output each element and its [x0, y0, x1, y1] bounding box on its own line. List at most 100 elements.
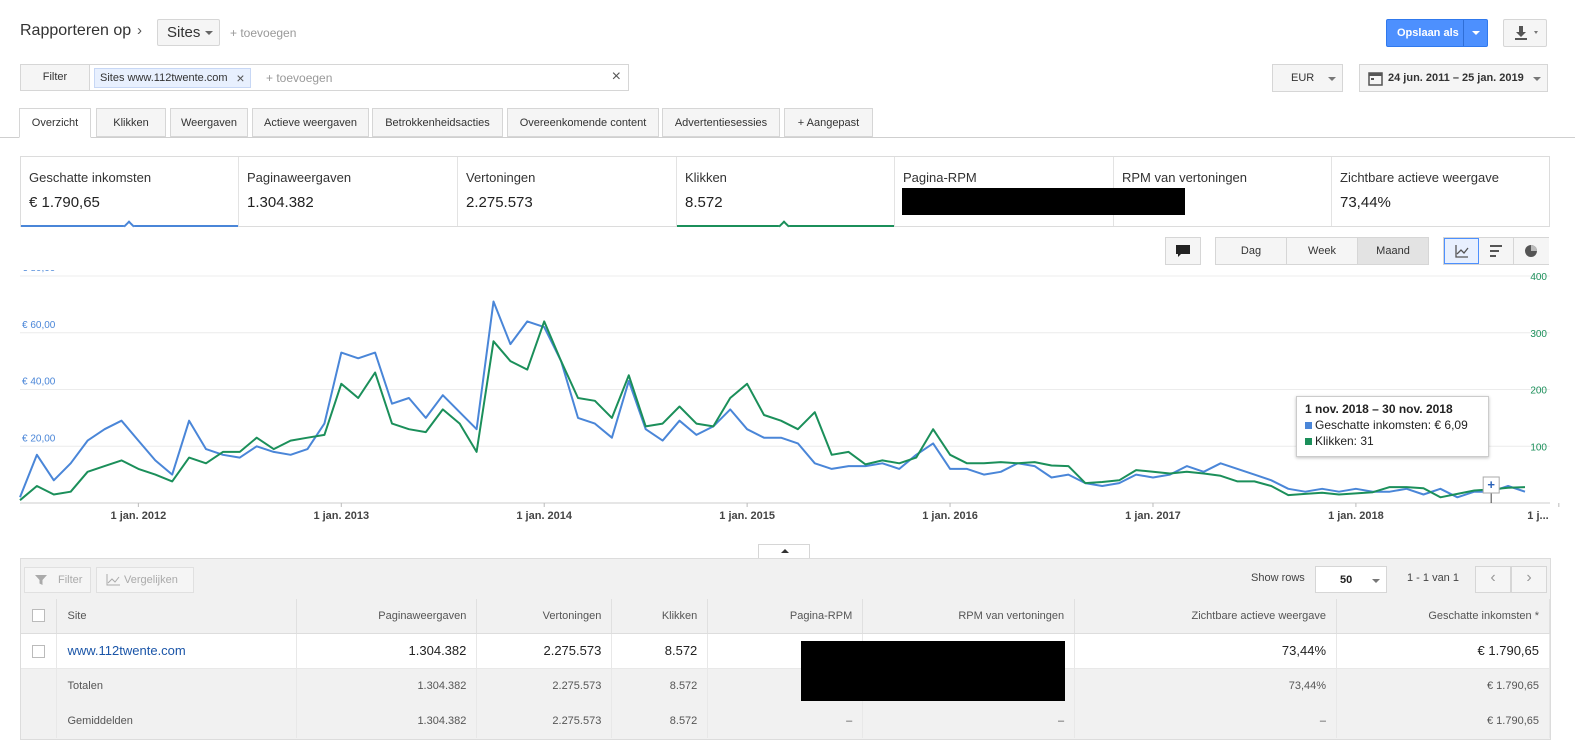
tooltip-inkomsten-text: Geschatte inkomsten: € 6,09 — [1315, 418, 1468, 432]
rows-per-page-dropdown[interactable]: 50 — [1315, 566, 1387, 593]
period-month-button[interactable]: Maand — [1358, 238, 1428, 264]
show-rows-label: Show rows — [1251, 572, 1305, 584]
column-header[interactable]: Pagina-RPM — [707, 599, 864, 634]
cell-viewable: – — [1074, 703, 1338, 738]
column-header[interactable]: Klikken — [611, 599, 709, 634]
metric-notch — [778, 220, 790, 232]
scorecard-value: 8.572 — [685, 194, 723, 211]
cell-impressions: 2.275.573 — [476, 703, 613, 738]
line-chart-icon — [106, 574, 120, 586]
currency-dropdown[interactable]: EUR — [1272, 64, 1343, 92]
chart-type-selector — [1443, 237, 1549, 265]
save-as-label: Opslaan als — [1397, 27, 1459, 39]
compare-button[interactable]: Vergelijken — [96, 567, 194, 593]
annotation-button[interactable] — [1165, 237, 1201, 265]
tab-overeenkomende-content[interactable]: Overeenkomende content — [507, 108, 659, 137]
add-filter-input[interactable]: + toevoegen — [266, 71, 333, 85]
report-table: Filter Vergelijken Show rows 50 1 - 1 va… — [20, 558, 1551, 740]
scorecard-value: € 1.790,65 — [29, 194, 100, 211]
select-all-checkbox[interactable] — [32, 609, 46, 623]
chart-tooltip: 1 nov. 2018 – 30 nov. 2018 Geschatte ink… — [1296, 396, 1489, 457]
scorecard-label: Vertoningen — [466, 170, 536, 185]
tab-actieve-weergaven[interactable]: Actieve weergaven — [252, 108, 369, 137]
caret-down-icon — [1533, 77, 1541, 81]
scorecard-label: Zichtbare actieve weergave — [1340, 170, 1499, 185]
remove-chip-icon[interactable]: × — [236, 70, 245, 86]
totals-row: Totalen 1.304.382 2.275.573 8.572 73,44%… — [21, 668, 1550, 703]
column-header[interactable]: Site — [56, 599, 298, 634]
site-link[interactable]: www.112twente.com — [56, 633, 298, 669]
bar-chart-button[interactable] — [1479, 238, 1514, 264]
column-header[interactable]: Vertoningen — [476, 599, 613, 634]
pie-chart-button[interactable] — [1514, 238, 1549, 264]
chevron-right-icon: › — [1526, 569, 1532, 586]
scorecard-value: 1.304.382 — [247, 194, 314, 211]
select-all-cell — [21, 599, 58, 634]
annotation-marker — [1482, 476, 1500, 494]
filter-chip-label: Sites www.112twente.com — [100, 72, 228, 84]
report-tabs: Overzicht Klikken Weergaven Actieve weer… — [0, 108, 1575, 138]
row-checkbox[interactable] — [32, 645, 46, 659]
scorecard-paginaweergaven[interactable]: Paginaweergaven 1.304.382 — [239, 157, 458, 226]
scorecard-label: Pagina-RPM — [903, 170, 977, 185]
tab-klikken[interactable]: Klikken — [96, 108, 166, 137]
scorecard-rpm-vertoningen[interactable]: RPM van vertoningen — [1114, 157, 1332, 226]
cell-clicks: 8.572 — [611, 703, 709, 738]
column-header[interactable]: Paginaweergaven — [296, 599, 478, 634]
cell-viewable: 73,44% — [1074, 668, 1338, 703]
download-button[interactable] — [1503, 19, 1547, 47]
pie-chart-icon — [1525, 245, 1537, 257]
series-line-inkomsten — [19, 300, 1526, 499]
line-chart-button[interactable] — [1444, 238, 1479, 264]
tooltip-row-klikken: Klikken: 31 — [1305, 434, 1480, 448]
column-header[interactable]: Geschatte inkomsten * — [1336, 599, 1550, 634]
averages-row: Gemiddelden 1.304.382 2.275.573 8.572 – … — [21, 703, 1550, 738]
redacted-block — [801, 641, 1065, 701]
legend-swatch — [1305, 422, 1312, 429]
column-header[interactable]: RPM van vertoningen — [862, 599, 1076, 634]
table-filter-label: Filter — [58, 574, 83, 586]
calendar-icon — [1368, 72, 1383, 86]
table-header-row: Site Paginaweergaven Vertoningen Klikken… — [21, 599, 1550, 634]
scorecard-vertoningen[interactable]: Vertoningen 2.275.573 — [458, 157, 677, 226]
row-select-cell — [21, 633, 58, 669]
save-as-button[interactable]: Opslaan als — [1386, 19, 1488, 47]
y-right-tick-label: 300 — [1530, 329, 1547, 340]
period-selector: Dag Week Maand — [1215, 237, 1429, 265]
period-day-button[interactable]: Dag — [1216, 238, 1287, 264]
save-options-caret-icon[interactable] — [1463, 20, 1487, 46]
filter-field[interactable]: Sites www.112twente.com × + toevoegen × — [89, 64, 629, 91]
tab-aangepast[interactable]: + Aangepast — [784, 108, 873, 137]
add-dimension-link[interactable]: + toevoegen — [230, 26, 297, 40]
scorecard-inkomsten[interactable]: Geschatte inkomsten € 1.790,65 — [21, 157, 239, 232]
scorecard-zichtbare[interactable]: Zichtbare actieve weergave 73,44% — [1332, 157, 1550, 226]
caret-down-icon — [1372, 579, 1380, 583]
cell-earnings: € 1.790,65 — [1336, 633, 1550, 669]
earnings-clicks-line-chart[interactable]: € 20,00 € 40,00 € 60,00 € 80,00 100 200 300 400… — [0, 270, 1575, 530]
table-filter-button[interactable]: Filter — [24, 567, 91, 593]
date-range-picker[interactable]: 24 jun. 2011 – 25 jan. 2019 — [1359, 64, 1548, 92]
scorecard-klikken[interactable]: Klikken 8.572 — [677, 157, 895, 232]
period-week-button[interactable]: Week — [1287, 238, 1358, 264]
y-right-tick-label: 200 — [1530, 386, 1547, 397]
tab-weergaven[interactable]: Weergaven — [170, 108, 248, 137]
next-page-button[interactable]: › — [1511, 566, 1547, 593]
tab-advertentiesessies[interactable]: Advertentiesessies — [662, 108, 780, 137]
scorecard-value: 73,44% — [1340, 194, 1391, 211]
series-line-klikken — [19, 320, 1526, 501]
tab-betrokkenheidsacties[interactable]: Betrokkenheidsacties — [372, 108, 503, 137]
tab-overzicht[interactable]: Overzicht — [19, 108, 91, 138]
comment-icon — [1176, 245, 1190, 257]
filter-button[interactable]: Filter — [20, 64, 90, 91]
clear-filter-icon[interactable]: × — [611, 68, 621, 85]
cell-impressions: 2.275.573 — [476, 668, 613, 703]
collapse-chart-handle[interactable] — [758, 544, 810, 558]
caret-down-icon — [205, 31, 213, 35]
sites-dropdown[interactable]: Sites — [157, 19, 220, 46]
filter-chip[interactable]: Sites www.112twente.com × — [94, 68, 251, 88]
averages-label: Gemiddelden — [56, 703, 298, 738]
line-chart-icon — [1455, 245, 1469, 258]
column-header[interactable]: Zichtbare actieve weergave — [1074, 599, 1338, 634]
prev-page-button[interactable]: ‹ — [1475, 566, 1511, 593]
cell-earnings: € 1.790,65 — [1336, 668, 1550, 703]
